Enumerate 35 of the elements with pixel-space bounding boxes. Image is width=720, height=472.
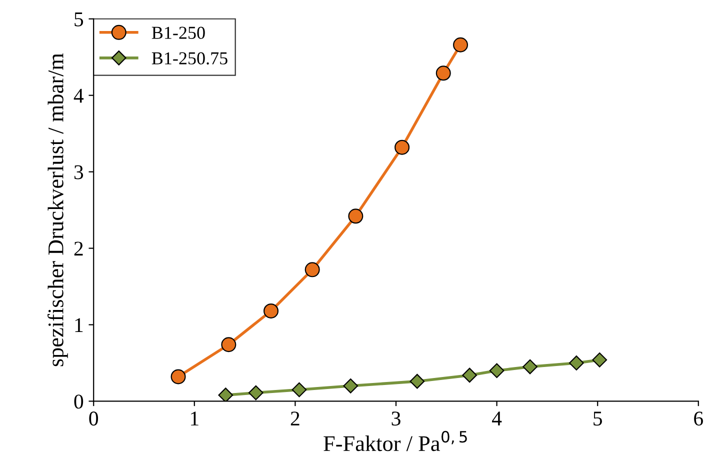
point bbox=[436, 66, 451, 81]
y-tick-label: 0 bbox=[74, 394, 84, 409]
point bbox=[264, 303, 279, 318]
x-tick-label: 4 bbox=[492, 412, 502, 426]
x-tick-label: 6 bbox=[694, 412, 703, 426]
point bbox=[304, 262, 320, 278]
y-tick-label: 1 bbox=[75, 318, 83, 332]
x-tick-label: 0 bbox=[89, 412, 98, 426]
x-tick-label: 3 bbox=[392, 412, 400, 426]
y-axis-title: spezifischer Druckverlust / mbar/m bbox=[48, 53, 68, 366]
point bbox=[221, 337, 236, 352]
x-axis-title: F-Faktor / Pa$^{0,5}$ bbox=[324, 430, 467, 452]
point bbox=[489, 363, 504, 378]
legend-label: B1-250.75 bbox=[152, 52, 228, 65]
x-tick-label: 5 bbox=[594, 412, 602, 426]
y-tick-label: 5 bbox=[74, 12, 84, 26]
x-tick-label: 1 bbox=[191, 412, 198, 426]
point bbox=[348, 208, 364, 224]
point bbox=[394, 140, 410, 155]
point bbox=[248, 385, 264, 400]
point bbox=[218, 388, 234, 402]
x-tick-label: 2 bbox=[290, 412, 300, 426]
y-tick-label: 2 bbox=[74, 242, 83, 256]
point bbox=[592, 352, 608, 368]
point bbox=[292, 382, 307, 398]
point bbox=[522, 359, 538, 374]
point bbox=[410, 374, 425, 389]
point bbox=[453, 37, 468, 52]
point bbox=[343, 378, 358, 394]
y-tick-label: 4 bbox=[74, 88, 84, 103]
point bbox=[462, 368, 478, 383]
y-tick-label: 3 bbox=[74, 165, 84, 180]
point bbox=[569, 356, 584, 370]
legend-label: B1-250 bbox=[152, 26, 205, 39]
point bbox=[170, 369, 186, 384]
